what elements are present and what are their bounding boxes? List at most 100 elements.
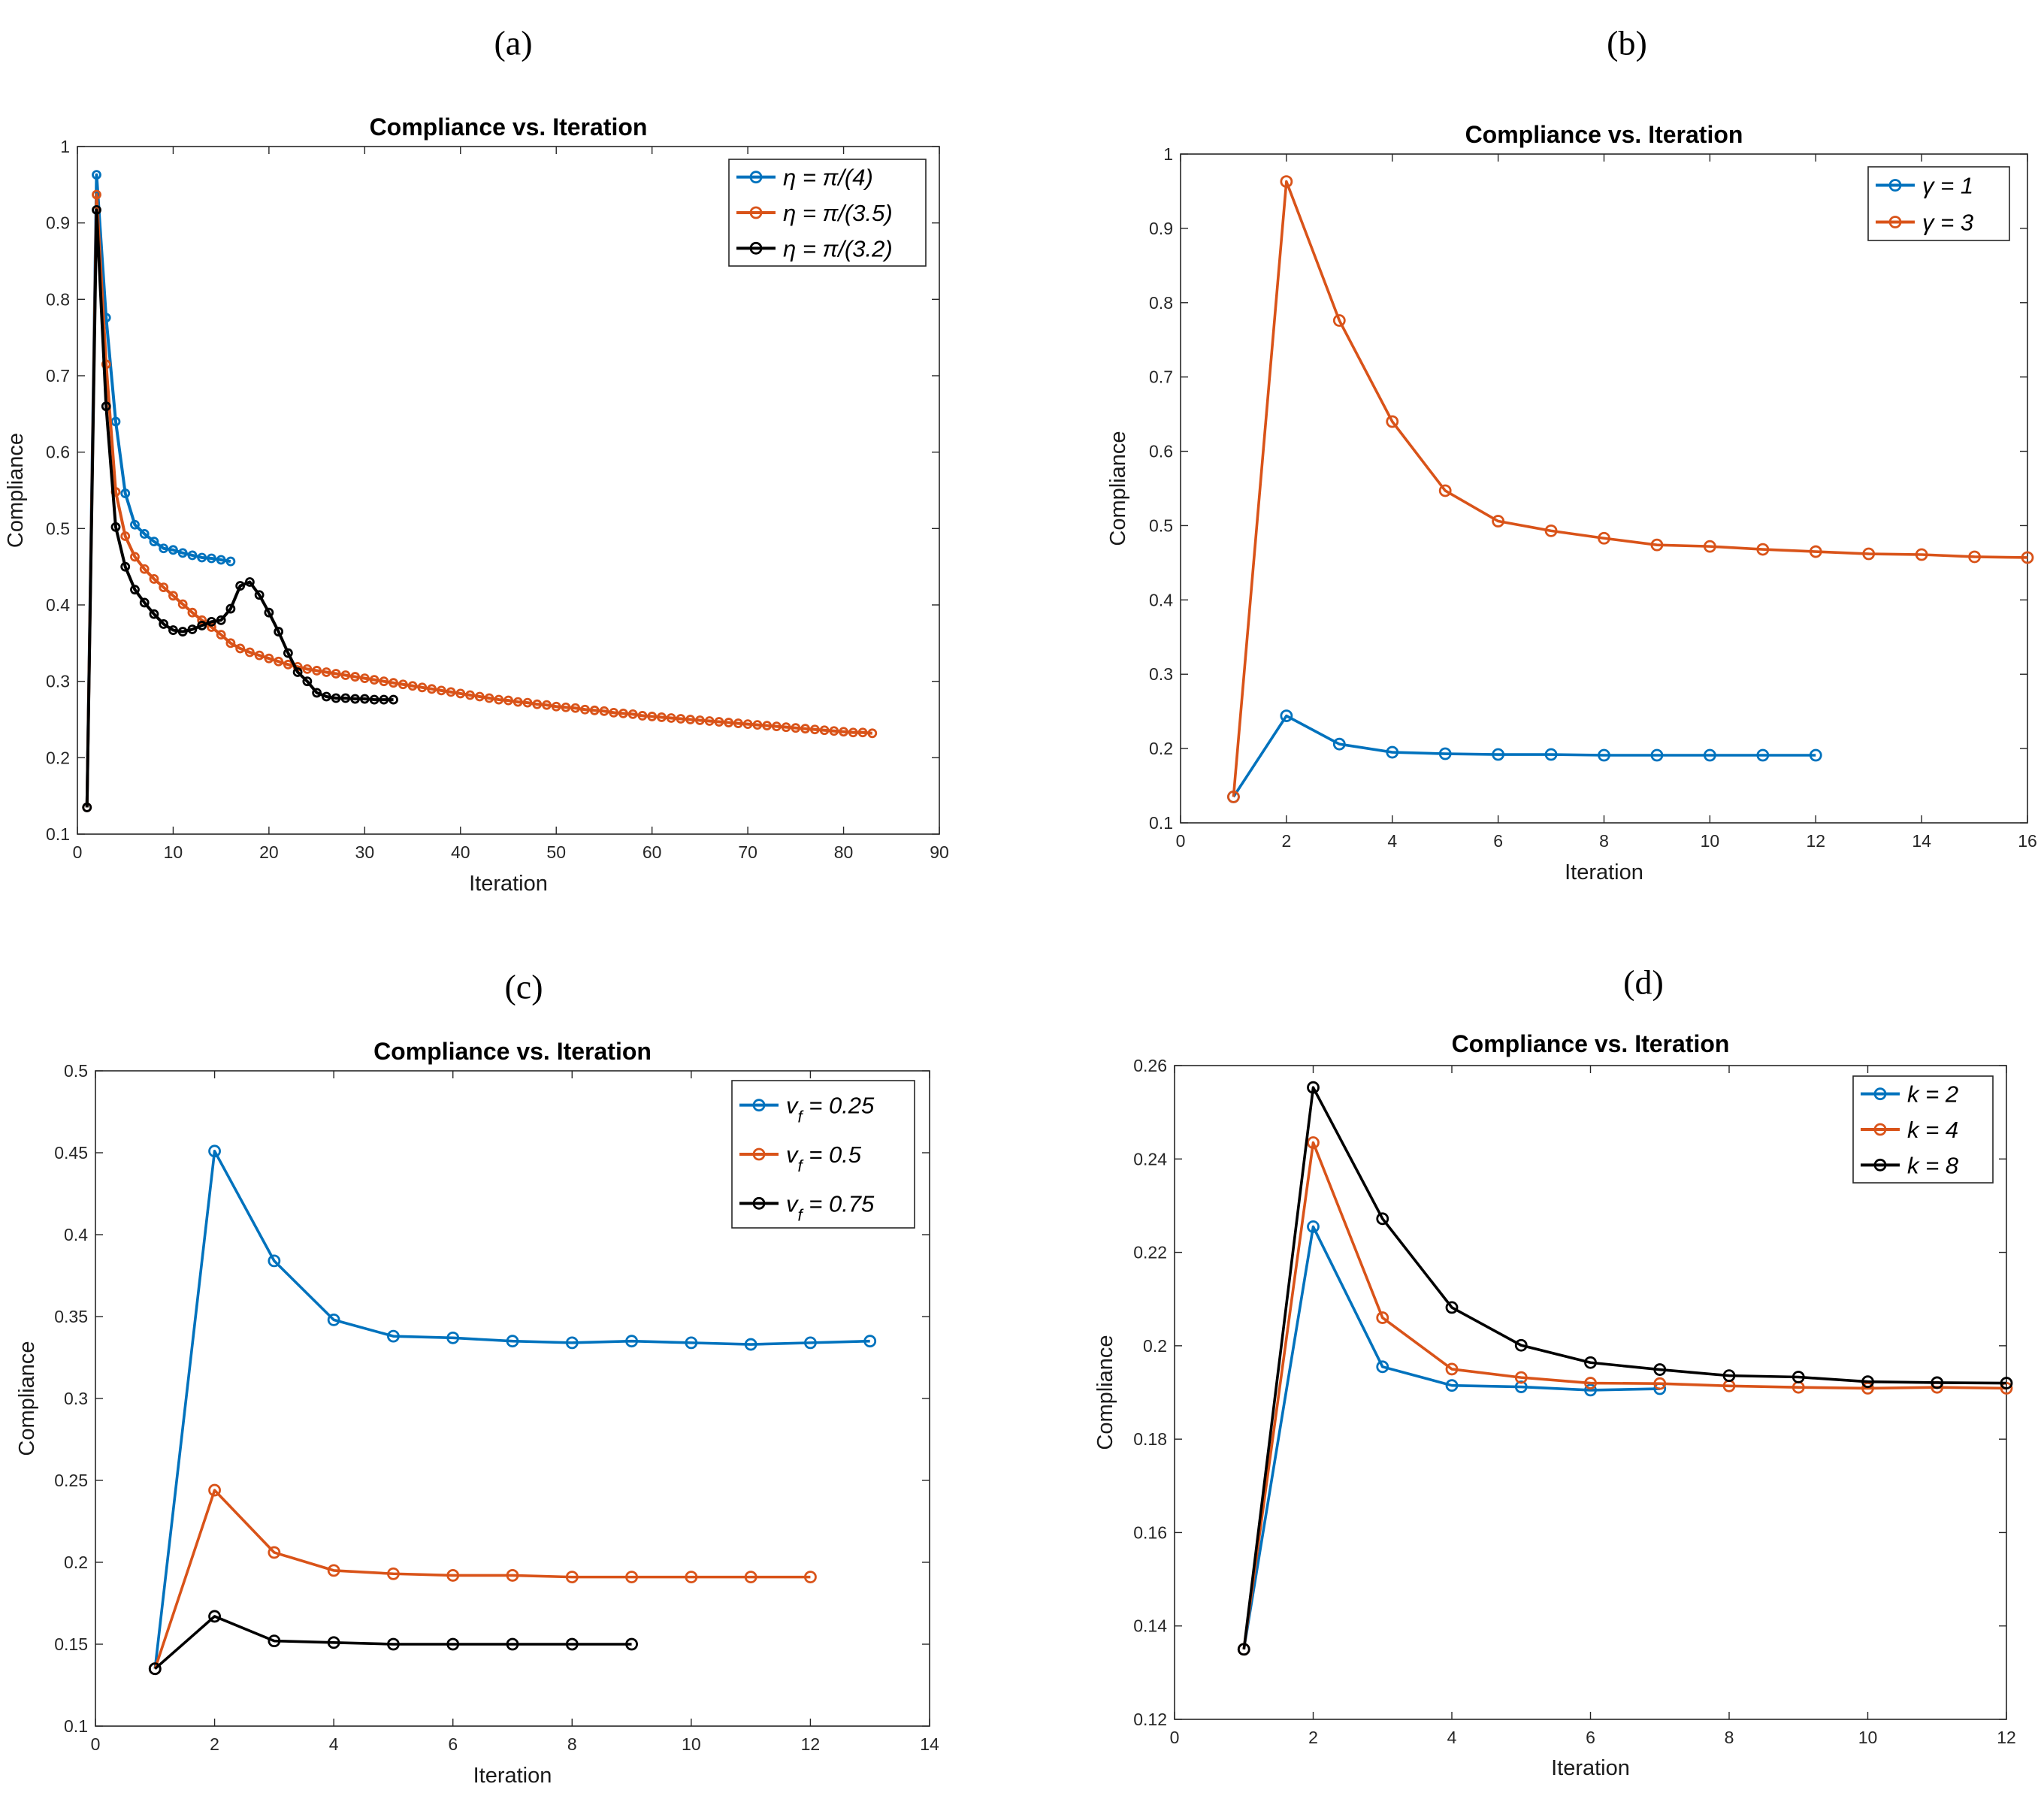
y-tick-label: 0.24 [1133,1149,1167,1169]
legend-swatch-marker [1888,216,1902,228]
x-tick-label: 4 [329,1734,339,1754]
x-axis-label: Iteration [473,1764,552,1788]
data-point [1237,1643,1250,1656]
data-point [542,700,552,710]
data-point [1861,1375,1874,1389]
series-1 [82,170,236,812]
data-point [216,630,226,640]
data-point [379,694,389,705]
data-point [1445,1301,1459,1314]
data-point [1584,1377,1597,1389]
data-point [407,681,418,691]
data-point [1307,1220,1320,1233]
legend-box [1867,166,2010,241]
data-point [724,718,734,727]
data-point [1438,747,1452,760]
x-tick-label: 4 [1387,831,1397,851]
x-tick-label: 20 [259,842,279,862]
y-tick-label: 0.5 [46,519,70,538]
data-point [168,625,178,635]
data-point [225,556,236,567]
data-point [848,727,858,738]
legend-swatch-marker [1873,1123,1887,1136]
x-tick-label: 80 [834,842,854,862]
data-point [867,728,878,739]
legend-entry-base: v [786,1141,799,1168]
y-tick-label: 0.14 [1133,1616,1167,1636]
data-point [1445,1379,1459,1392]
data-point [506,1637,519,1651]
data-point [1598,531,1610,545]
legend-entry: k = 4 [1907,1117,1958,1143]
series-line [1242,1141,2007,1650]
data-point [863,1335,877,1348]
data-point [742,719,753,729]
x-tick-label: 14 [920,1734,939,1754]
data-point [506,1569,519,1582]
data-point [1445,1362,1459,1376]
data-point [312,666,322,676]
series-line [1242,1086,2007,1650]
data-point [446,687,456,697]
data-point [694,715,705,725]
x-tick-label: 6 [448,1734,458,1754]
data-point [1544,524,1558,537]
data-point [1703,748,1716,762]
y-tick-label: 0.1 [46,824,70,844]
data-point [2021,551,2034,564]
data-point [283,648,293,658]
x-tick-label: 0 [91,1734,101,1754]
legend-swatch-marker [749,241,763,255]
legend-entry: γ = 1 [1922,173,1973,199]
data-point [744,1338,757,1351]
y-tick-label: 0.8 [46,289,70,309]
data-point [1307,1081,1320,1094]
data-point [387,1637,400,1651]
data-point [1756,748,1770,762]
data-point [379,676,389,687]
series-1 [1227,709,1822,803]
data-point [149,574,159,584]
legend-swatch-marker [752,1147,766,1161]
x-tick-label: 2 [1281,831,1291,851]
data-point [274,627,284,636]
data-point [1756,543,1770,556]
y-tick-label: 0.5 [1149,516,1173,535]
data-point [752,720,763,730]
x-tick-label: 12 [1997,1728,2016,1747]
data-point [197,552,207,563]
data-point [321,667,331,677]
data-point [484,693,494,703]
data-point [187,550,198,561]
legend-swatch-marker [749,206,763,219]
data-point [465,690,475,700]
data-point [857,727,868,738]
data-point [1653,1377,1667,1390]
axes-box [1180,153,2028,824]
data-point [120,531,131,541]
data-point [522,697,533,708]
y-tick-label: 0.45 [54,1143,88,1163]
data-point [1584,1356,1597,1369]
series-line [1232,714,1816,798]
data-point [762,721,772,731]
x-tick-label: 0 [1170,1728,1180,1747]
data-point [804,1336,817,1350]
data-point [513,697,523,707]
data-point [704,716,715,726]
data-point [101,359,111,370]
legend: k = 2 k = 4 k = 8 [1852,1075,1994,1184]
y-tick-label: 0.4 [46,595,70,615]
data-point [350,694,360,704]
data-point [92,170,101,180]
y-tick-label: 0.3 [64,1389,88,1408]
series-3 [148,1610,638,1676]
data-point [268,1254,281,1268]
data-point [714,717,724,727]
data-point [781,722,791,733]
series-line [153,1489,811,1670]
y-axis-label: Compliance [1106,431,1130,546]
y-tick-label: 0.1 [64,1716,88,1736]
series-2 [1227,175,2034,803]
